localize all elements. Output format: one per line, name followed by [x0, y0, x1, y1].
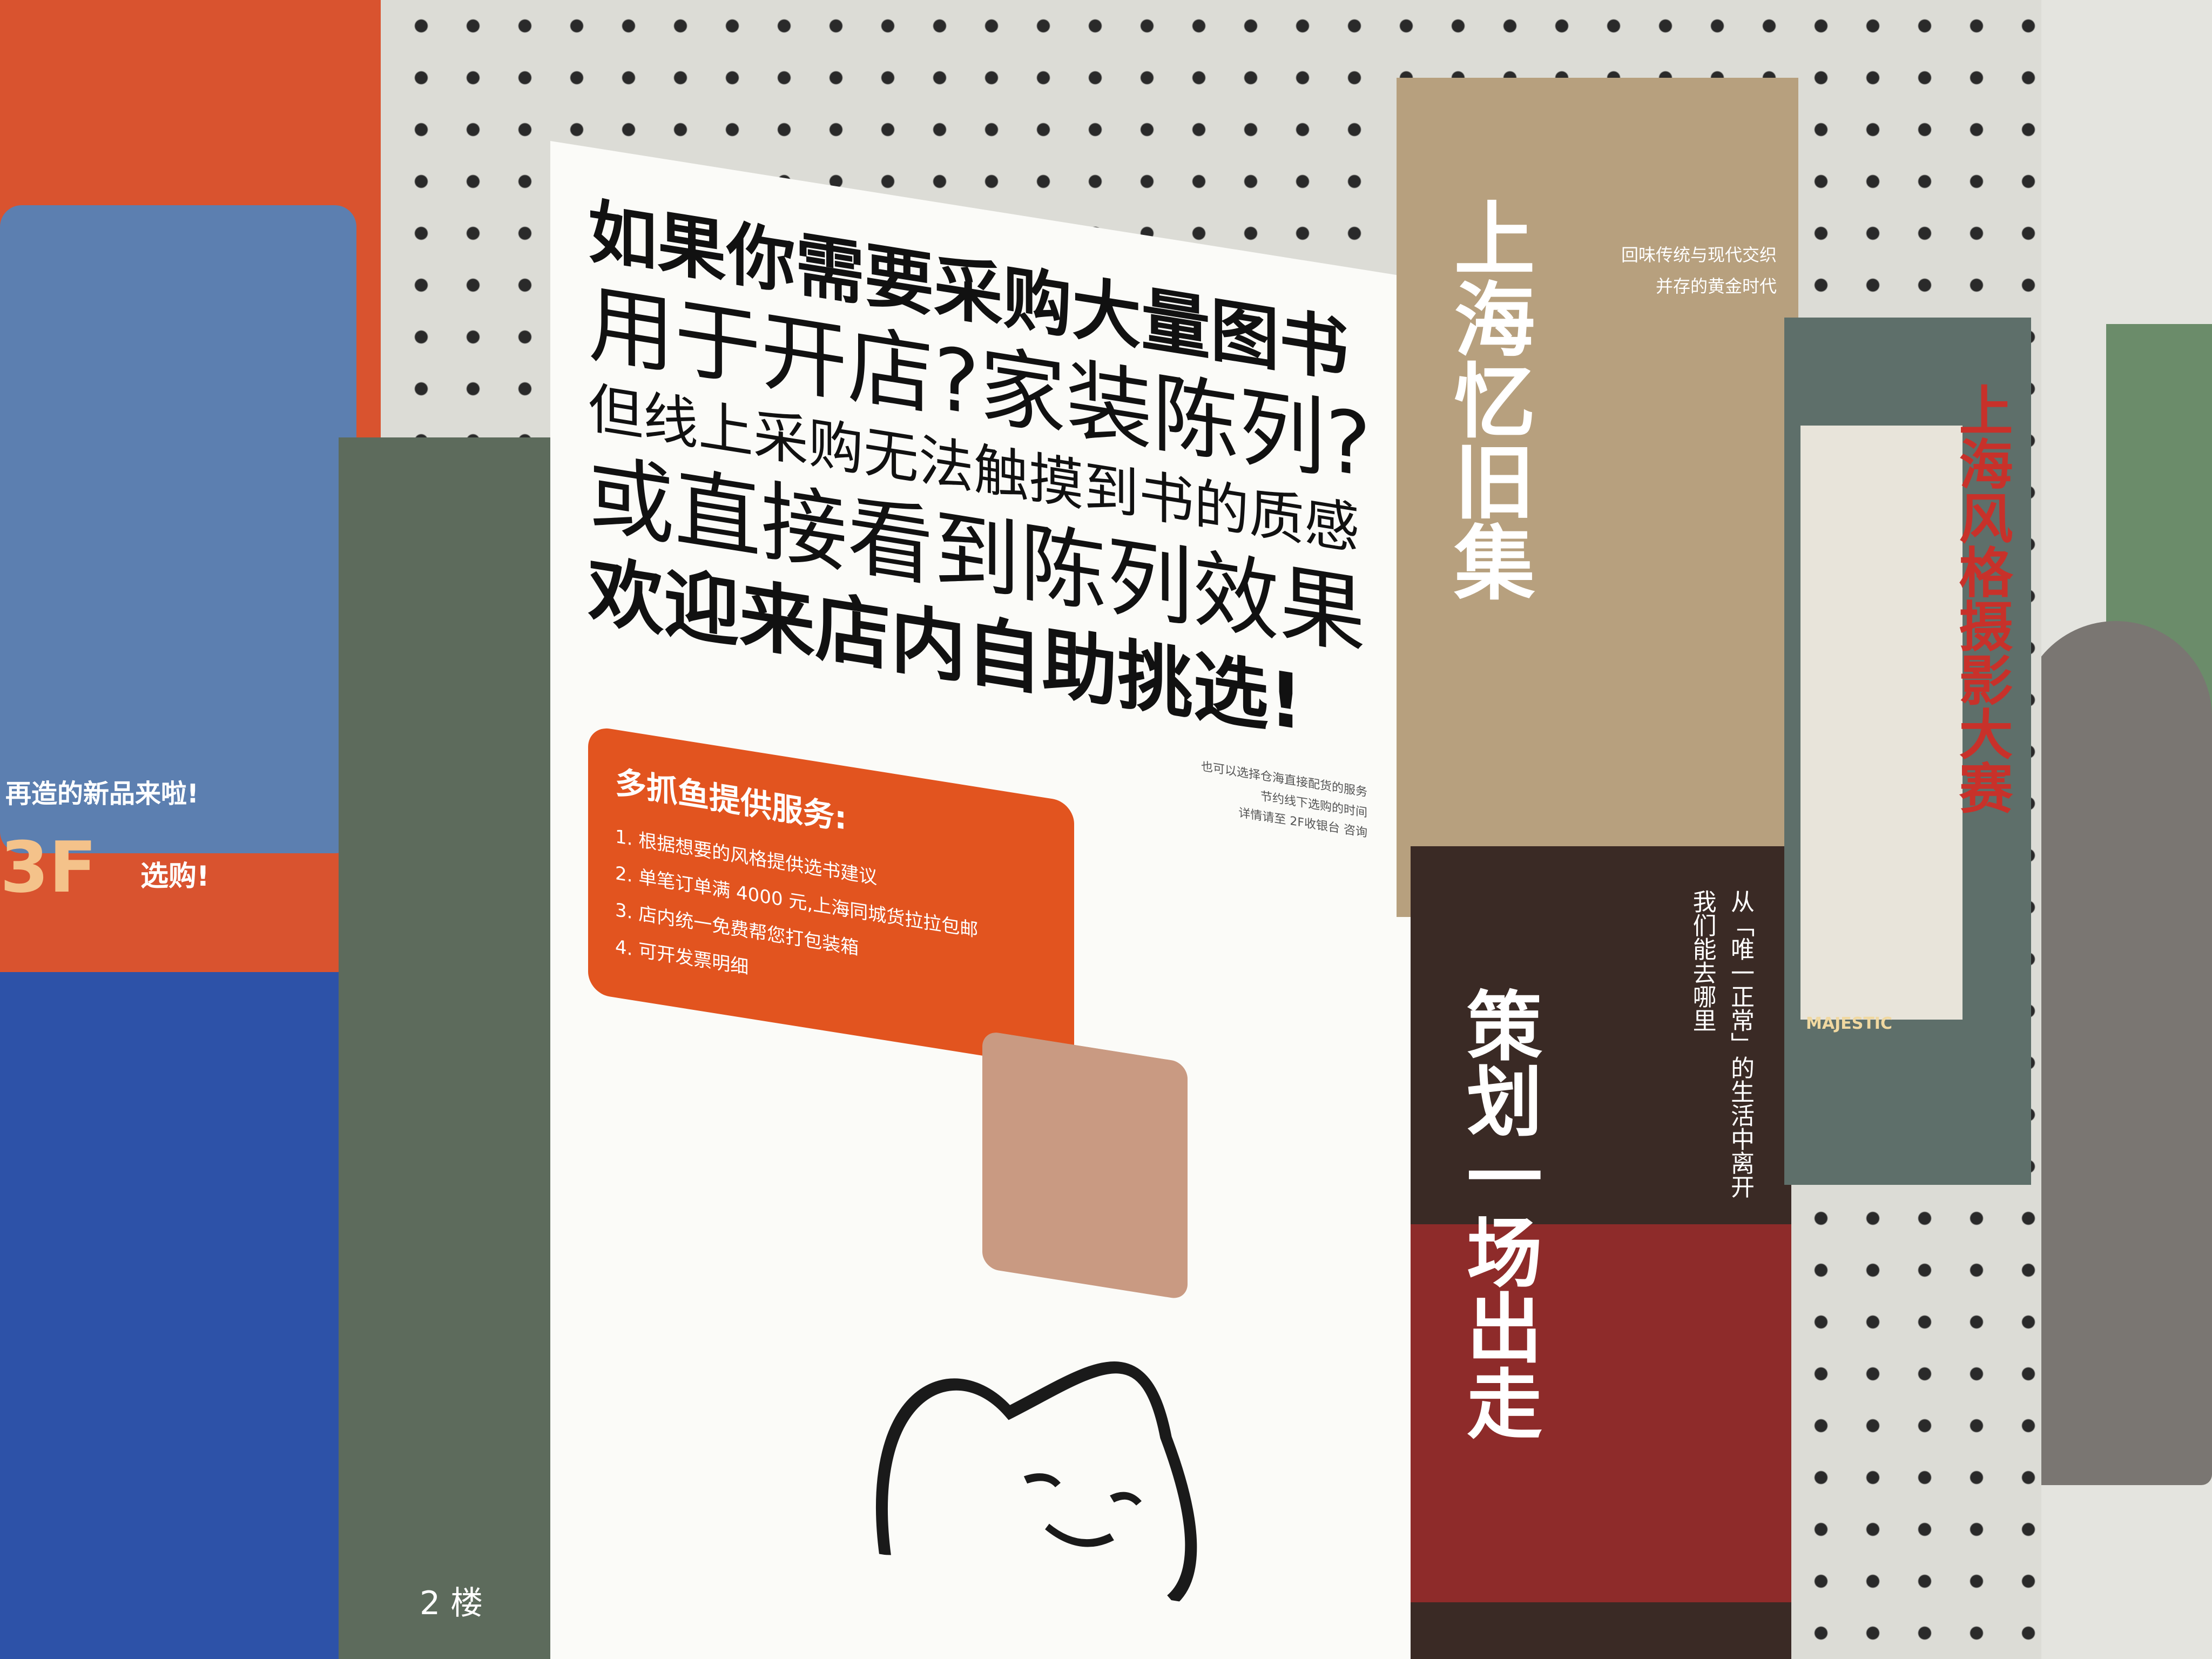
- escape-title: 策划一场出走: [1454, 987, 1542, 1440]
- subtitle-line: 我们能去哪里: [1688, 889, 1716, 1032]
- vest-image: [0, 205, 356, 853]
- main-poster: 如果你需要采购大量图书 用于开店?家装陈列? 但线上采购无法触摸到书的质感 或直…: [550, 141, 1411, 1659]
- green-poster: 2 楼: [339, 437, 578, 1659]
- left-poster: 再造的新品来啦! 3F 选购!: [0, 0, 381, 1015]
- cat-illustration: [876, 1033, 1197, 1606]
- escape-poster: 策划一场出走 从「唯一正常」的生活中离开 我们能去哪里: [1411, 846, 1791, 1659]
- memories-title: 上海忆旧集: [1440, 197, 1534, 602]
- building-sign: MAJESTIC: [1806, 1014, 1892, 1033]
- left-floor: 3F: [0, 826, 97, 908]
- memories-poster: 上海忆旧集 回味传统与现代交织 并存的黄金时代: [1397, 78, 1798, 917]
- contest-poster: MAJESTIC 上海风格摄影大赛: [1784, 318, 2031, 1185]
- escape-subtitle: 从「唯一正常」的生活中离开 我们能去哪里: [1683, 889, 1759, 1198]
- left-action: 选购!: [140, 860, 210, 893]
- green-floor: 2 楼: [420, 1584, 483, 1622]
- building-image: [1800, 426, 1963, 1020]
- contest-title: 上海风格摄影大赛: [1950, 382, 2013, 814]
- subtitle-line: 从「唯一正常」的生活中离开: [1727, 889, 1754, 1198]
- left-text: 再造的新品来啦!: [5, 779, 199, 809]
- subtitle-line: 回味传统与现代交织: [1621, 245, 1777, 265]
- subtitle-line: 并存的黄金时代: [1655, 275, 1777, 296]
- person: [2020, 621, 2212, 1485]
- memories-subtitle: 回味传统与现代交织 并存的黄金时代: [1621, 240, 1777, 302]
- train-image: [1411, 1224, 1791, 1602]
